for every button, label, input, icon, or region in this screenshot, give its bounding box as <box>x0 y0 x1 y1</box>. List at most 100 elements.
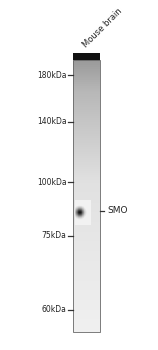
Bar <box>73 96 100 97</box>
Bar <box>73 220 100 221</box>
Bar <box>73 93 100 94</box>
Bar <box>73 158 100 159</box>
Bar <box>73 240 100 241</box>
Bar <box>73 107 100 108</box>
Bar <box>73 196 100 197</box>
Bar <box>73 286 100 287</box>
Bar <box>73 66 100 67</box>
Bar <box>73 178 100 179</box>
Bar <box>73 94 100 95</box>
Bar <box>73 216 100 217</box>
Bar <box>73 297 100 298</box>
Bar <box>73 223 100 224</box>
Text: 100kDa: 100kDa <box>37 178 66 187</box>
Bar <box>73 302 100 303</box>
Bar <box>73 140 100 141</box>
Bar <box>73 88 100 89</box>
Bar <box>73 233 100 234</box>
Bar <box>73 225 100 226</box>
Bar <box>73 117 100 118</box>
Text: 180kDa: 180kDa <box>37 70 66 79</box>
Bar <box>73 79 100 80</box>
Bar <box>73 226 100 227</box>
Bar <box>73 322 100 323</box>
Bar <box>73 86 100 87</box>
Bar <box>73 299 100 300</box>
Bar <box>73 298 100 299</box>
Bar <box>73 81 100 82</box>
Bar <box>73 141 100 142</box>
Bar <box>73 252 100 253</box>
Bar <box>73 275 100 276</box>
Bar <box>73 289 100 290</box>
Bar <box>73 122 100 123</box>
Bar <box>73 69 100 70</box>
Bar <box>73 124 100 125</box>
Bar <box>73 155 100 156</box>
Bar <box>73 103 100 104</box>
Bar <box>73 326 100 327</box>
Bar <box>73 291 100 292</box>
Bar <box>73 218 100 219</box>
Bar <box>73 76 100 77</box>
Bar <box>73 214 100 215</box>
Bar <box>73 153 100 154</box>
Bar <box>73 212 100 213</box>
Bar <box>73 132 100 133</box>
Bar <box>73 256 100 257</box>
Bar <box>73 184 100 185</box>
Bar <box>73 222 100 223</box>
Bar <box>73 120 100 121</box>
Bar <box>73 323 100 324</box>
Bar <box>73 259 100 260</box>
Bar <box>73 63 100 64</box>
Bar <box>73 305 100 306</box>
Bar <box>73 293 100 294</box>
Bar <box>73 244 100 245</box>
Bar <box>73 97 100 98</box>
Bar <box>73 217 100 218</box>
Bar <box>73 136 100 137</box>
Bar <box>73 150 100 151</box>
Bar <box>73 229 100 230</box>
Bar <box>73 146 100 147</box>
Bar <box>73 228 100 229</box>
Bar <box>73 154 100 155</box>
Bar <box>73 159 100 160</box>
Bar <box>73 221 100 222</box>
Bar <box>73 85 100 86</box>
Bar <box>73 135 100 136</box>
Bar <box>73 263 100 264</box>
Bar <box>73 130 100 131</box>
Bar <box>73 207 100 208</box>
Bar <box>73 314 100 315</box>
Bar <box>73 198 100 199</box>
Bar <box>73 211 100 212</box>
Bar <box>73 277 100 278</box>
Bar <box>73 53 100 60</box>
Bar <box>73 206 100 207</box>
Bar <box>73 199 100 200</box>
Bar <box>73 133 100 134</box>
Bar <box>73 280 100 281</box>
Bar <box>73 276 100 277</box>
Bar <box>73 232 100 233</box>
Bar <box>73 90 100 91</box>
Bar <box>73 327 100 328</box>
Bar <box>73 243 100 244</box>
Bar <box>73 177 100 178</box>
Bar <box>73 204 100 205</box>
Bar <box>73 201 100 202</box>
Bar <box>73 113 100 114</box>
Bar <box>73 262 100 263</box>
Bar <box>73 84 100 85</box>
Bar <box>73 95 100 96</box>
Bar <box>73 119 100 120</box>
Bar <box>73 269 100 270</box>
Bar <box>73 182 100 183</box>
Text: 140kDa: 140kDa <box>37 118 66 126</box>
Bar <box>73 60 100 331</box>
Bar <box>73 268 100 269</box>
Bar <box>73 227 100 228</box>
Bar <box>73 109 100 110</box>
